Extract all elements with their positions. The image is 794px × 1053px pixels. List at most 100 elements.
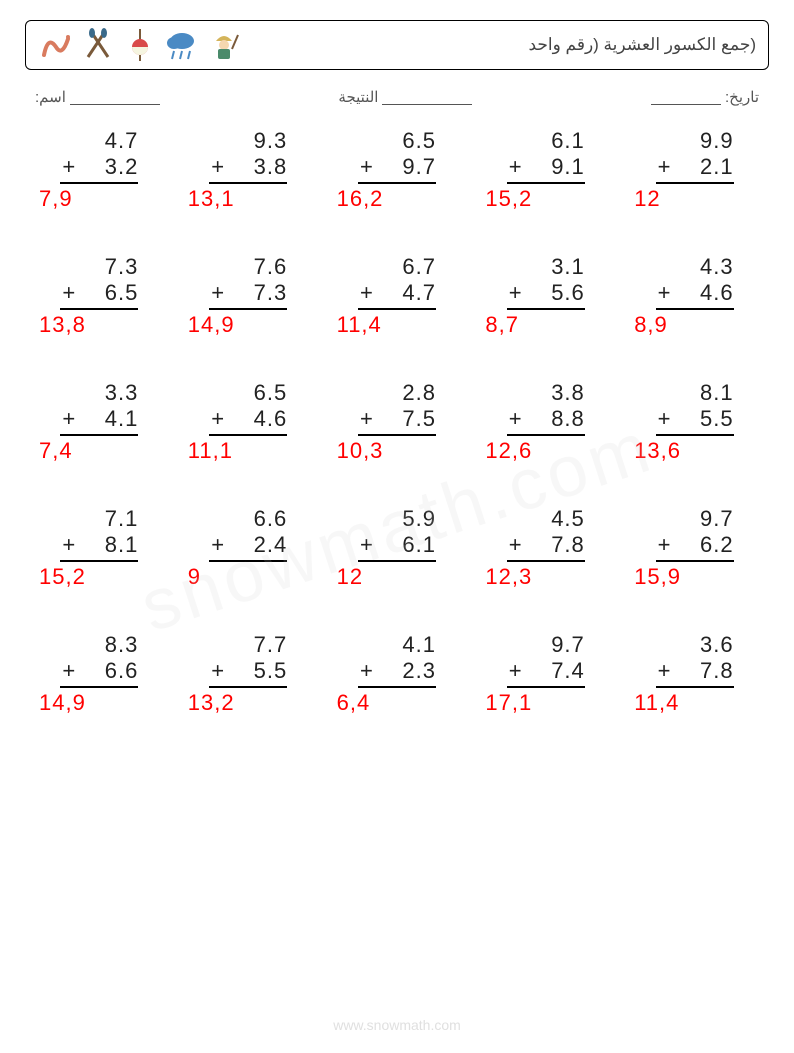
operand-1: 7.7 [254, 632, 288, 658]
operand-block: 6.6+2.4 [209, 506, 287, 562]
operand-2: 4.1 [105, 406, 139, 432]
operand-2: 7.5 [402, 406, 436, 432]
answer: 13,1 [184, 186, 313, 212]
problem-grid: 4.7+3.27,99.3+3.813,16.5+9.716,26.1+9.11… [25, 128, 769, 716]
operand-block: 9.3+3.8 [209, 128, 287, 184]
date-label: تاريخ: [725, 88, 759, 106]
operand-2: 5.5 [700, 406, 734, 432]
answer: 15,9 [630, 564, 759, 590]
answer: 8,9 [630, 312, 759, 338]
operand-block: 8.3+6.6 [60, 632, 138, 688]
operand-2-line: +4.7 [358, 280, 436, 310]
answer: 15,2 [481, 186, 610, 212]
operand-1: 7.6 [254, 254, 288, 280]
operand-1: 6.1 [551, 128, 585, 154]
operand-2-line: +8.8 [507, 406, 585, 436]
problem-cell: 4.5+7.812,3 [481, 506, 610, 590]
problem-cell: 9.7+7.417,1 [481, 632, 610, 716]
operand-block: 2.8+7.5 [358, 380, 436, 436]
operand-2-line: +7.5 [358, 406, 436, 436]
operand-1: 4.5 [551, 506, 585, 532]
problem-cell: 8.1+5.513,6 [630, 380, 759, 464]
operand-block: 9.9+2.1 [656, 128, 734, 184]
answer: 9 [184, 564, 313, 590]
operand-2: 9.1 [551, 154, 585, 180]
operand-2-line: +9.7 [358, 154, 436, 184]
operand-2: 3.2 [105, 154, 139, 180]
operand-block: 5.9+6.1 [358, 506, 436, 562]
operand-2: 7.3 [254, 280, 288, 306]
problem-cell: 7.7+5.513,2 [184, 632, 313, 716]
problem-cell: 3.1+5.68,7 [481, 254, 610, 338]
problem-cell: 9.7+6.215,9 [630, 506, 759, 590]
answer: 13,6 [630, 438, 759, 464]
name-field: اسم: [35, 88, 160, 106]
operand-block: 9.7+6.2 [656, 506, 734, 562]
operand-block: 7.3+6.5 [60, 254, 138, 310]
operand-1: 3.6 [700, 632, 734, 658]
operand-block: 6.7+4.7 [358, 254, 436, 310]
operand-2: 7.8 [551, 532, 585, 558]
operand-block: 4.7+3.2 [60, 128, 138, 184]
operand-1: 9.7 [700, 506, 734, 532]
score-label: النتيجة [338, 88, 378, 106]
operand-2: 5.6 [551, 280, 585, 306]
answer: 11,1 [184, 438, 313, 464]
answer: 7,9 [35, 186, 164, 212]
operand-2: 9.7 [402, 154, 436, 180]
operand-block: 3.1+5.6 [507, 254, 585, 310]
operand-2: 4.7 [402, 280, 436, 306]
problem-cell: 8.3+6.614,9 [35, 632, 164, 716]
operand-1: 4.3 [700, 254, 734, 280]
operand-1: 6.6 [254, 506, 288, 532]
operand-2-line: +8.1 [60, 532, 138, 562]
operand-1: 6.5 [402, 128, 436, 154]
operand-2-line: +6.5 [60, 280, 138, 310]
operand-1: 2.8 [402, 380, 436, 406]
plus-sign: + [60, 532, 75, 558]
answer: 12 [630, 186, 759, 212]
answer: 15,2 [35, 564, 164, 590]
problem-cell: 7.6+7.314,9 [184, 254, 313, 338]
problem-cell: 6.5+4.611,1 [184, 380, 313, 464]
problem-cell: 9.9+2.112 [630, 128, 759, 212]
operand-2: 8.8 [551, 406, 585, 432]
plus-sign: + [209, 280, 224, 306]
operand-2-line: +4.6 [209, 406, 287, 436]
worm-icon [38, 27, 74, 63]
operand-2: 4.6 [700, 280, 734, 306]
plus-sign: + [358, 406, 373, 432]
operand-2-line: +3.8 [209, 154, 287, 184]
problem-cell: 3.8+8.812,6 [481, 380, 610, 464]
answer: 11,4 [333, 312, 462, 338]
operand-2: 5.5 [254, 658, 288, 684]
operand-1: 3.1 [551, 254, 585, 280]
operand-2-line: +7.3 [209, 280, 287, 310]
problem-cell: 6.6+2.49 [184, 506, 313, 590]
answer: 14,9 [35, 690, 164, 716]
answer: 6,4 [333, 690, 462, 716]
operand-1: 8.1 [700, 380, 734, 406]
operand-2-line: +5.5 [656, 406, 734, 436]
date-field: تاريخ: [651, 88, 759, 106]
answer: 14,9 [184, 312, 313, 338]
answer: 10,3 [333, 438, 462, 464]
operand-block: 7.6+7.3 [209, 254, 287, 310]
plus-sign: + [209, 154, 224, 180]
operand-2: 4.6 [254, 406, 288, 432]
operand-2-line: +2.4 [209, 532, 287, 562]
plus-sign: + [358, 532, 373, 558]
problem-cell: 5.9+6.112 [333, 506, 462, 590]
operand-1: 6.5 [254, 380, 288, 406]
operand-block: 4.1+2.3 [358, 632, 436, 688]
cloud-rain-icon [164, 27, 200, 63]
operand-2-line: +3.2 [60, 154, 138, 184]
operand-1: 9.7 [551, 632, 585, 658]
fisherman-icon [206, 27, 242, 63]
operand-block: 7.7+5.5 [209, 632, 287, 688]
plus-sign: + [507, 406, 522, 432]
operand-block: 3.3+4.1 [60, 380, 138, 436]
operand-block: 4.5+7.8 [507, 506, 585, 562]
operand-block: 6.5+4.6 [209, 380, 287, 436]
operand-block: 4.3+4.6 [656, 254, 734, 310]
